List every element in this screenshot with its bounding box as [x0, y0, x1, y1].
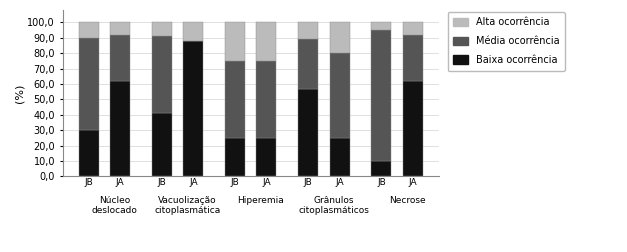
Bar: [225, 61, 245, 138]
Bar: [403, 81, 423, 176]
Legend: Alta ocorrência, Média ocorrência, Baixa ocorrência: Alta ocorrência, Média ocorrência, Baixa…: [448, 12, 565, 71]
Bar: [330, 138, 349, 176]
Bar: [110, 35, 130, 81]
Bar: [152, 22, 172, 36]
Bar: [225, 138, 245, 176]
Bar: [403, 22, 423, 35]
Bar: [256, 22, 277, 61]
Bar: [79, 38, 99, 130]
Bar: [371, 161, 391, 176]
Bar: [298, 22, 319, 39]
Bar: [298, 89, 319, 176]
Bar: [110, 22, 130, 35]
Bar: [330, 22, 349, 53]
Bar: [110, 81, 130, 176]
Bar: [79, 22, 99, 38]
Bar: [371, 22, 391, 30]
Bar: [298, 39, 319, 89]
Bar: [330, 53, 349, 138]
Bar: [183, 22, 203, 41]
Bar: [256, 61, 277, 138]
Bar: [152, 113, 172, 176]
Bar: [403, 35, 423, 81]
Bar: [225, 22, 245, 61]
Bar: [79, 130, 99, 176]
Bar: [371, 30, 391, 161]
Bar: [256, 138, 277, 176]
Bar: [152, 36, 172, 113]
Y-axis label: (%): (%): [14, 84, 24, 103]
Bar: [183, 41, 203, 176]
